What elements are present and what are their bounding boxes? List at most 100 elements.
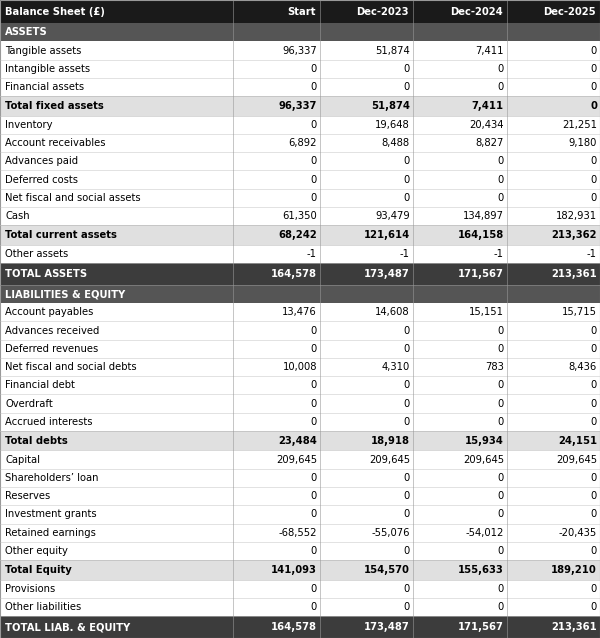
Text: -20,435: -20,435 <box>559 528 597 538</box>
Text: 0: 0 <box>404 156 410 167</box>
Text: 0: 0 <box>404 584 410 594</box>
Bar <box>0 358 600 376</box>
Text: 0: 0 <box>591 156 597 167</box>
Text: 173,487: 173,487 <box>364 622 410 632</box>
Text: 0: 0 <box>404 325 410 336</box>
Bar <box>0 598 600 616</box>
Text: 0: 0 <box>404 509 410 519</box>
Text: 18,918: 18,918 <box>371 436 410 446</box>
Text: 15,715: 15,715 <box>562 308 597 317</box>
Text: 0: 0 <box>591 64 597 74</box>
Bar <box>0 339 600 358</box>
Text: 0: 0 <box>311 417 317 427</box>
Text: Capital: Capital <box>5 455 40 464</box>
Text: 0: 0 <box>404 82 410 92</box>
Text: Reserves: Reserves <box>5 491 50 501</box>
Bar <box>0 207 600 225</box>
Text: 0: 0 <box>498 584 504 594</box>
Text: Intangible assets: Intangible assets <box>5 64 90 74</box>
Bar <box>0 78 600 96</box>
Text: 0: 0 <box>498 380 504 390</box>
Text: 121,614: 121,614 <box>364 230 410 240</box>
Text: 0: 0 <box>311 473 317 483</box>
Bar <box>0 170 600 189</box>
Text: 155,633: 155,633 <box>458 565 504 575</box>
Bar <box>0 616 600 638</box>
Text: 0: 0 <box>591 473 597 483</box>
Text: 0: 0 <box>404 399 410 408</box>
Text: Advances received: Advances received <box>5 325 100 336</box>
Text: 213,361: 213,361 <box>551 269 597 279</box>
Text: Retained earnings: Retained earnings <box>5 528 96 538</box>
Text: 0: 0 <box>591 380 597 390</box>
Text: 189,210: 189,210 <box>551 565 597 575</box>
Text: Balance Sheet (£): Balance Sheet (£) <box>5 6 105 17</box>
Text: 0: 0 <box>311 64 317 74</box>
Text: 0: 0 <box>498 509 504 519</box>
Text: Overdraft: Overdraft <box>5 399 53 408</box>
Text: 61,350: 61,350 <box>282 211 317 221</box>
Text: Other liabilities: Other liabilities <box>5 602 81 612</box>
Bar <box>0 60 600 78</box>
Text: 4,310: 4,310 <box>382 362 410 372</box>
Bar <box>0 189 600 207</box>
Text: 164,578: 164,578 <box>271 269 317 279</box>
Text: 0: 0 <box>498 602 504 612</box>
Text: 8,436: 8,436 <box>569 362 597 372</box>
Text: 0: 0 <box>498 491 504 501</box>
Text: 209,645: 209,645 <box>276 455 317 464</box>
Text: 0: 0 <box>404 546 410 556</box>
Text: 0: 0 <box>590 101 597 111</box>
Text: 0: 0 <box>498 175 504 184</box>
Bar <box>0 524 600 542</box>
Text: 51,874: 51,874 <box>375 45 410 56</box>
Text: Provisions: Provisions <box>5 584 55 594</box>
Text: 0: 0 <box>498 399 504 408</box>
Text: 0: 0 <box>498 417 504 427</box>
Text: Total fixed assets: Total fixed assets <box>5 101 104 111</box>
Text: 0: 0 <box>404 193 410 203</box>
Text: 0: 0 <box>591 344 597 354</box>
Text: TOTAL LIAB. & EQUITY: TOTAL LIAB. & EQUITY <box>5 622 130 632</box>
Text: 141,093: 141,093 <box>271 565 317 575</box>
Text: 0: 0 <box>311 344 317 354</box>
Bar <box>0 134 600 152</box>
Bar <box>0 376 600 394</box>
Bar <box>0 115 600 134</box>
Text: Account receivables: Account receivables <box>5 138 106 148</box>
Text: 9,180: 9,180 <box>569 138 597 148</box>
Text: TOTAL ASSETS: TOTAL ASSETS <box>5 269 87 279</box>
Text: 14,608: 14,608 <box>376 308 410 317</box>
Text: 0: 0 <box>404 417 410 427</box>
Text: 0: 0 <box>311 156 317 167</box>
Text: 209,645: 209,645 <box>369 455 410 464</box>
Text: Financial assets: Financial assets <box>5 82 84 92</box>
Text: 0: 0 <box>311 175 317 184</box>
Bar <box>0 152 600 170</box>
Text: -1: -1 <box>400 249 410 259</box>
Text: 0: 0 <box>498 82 504 92</box>
Bar <box>0 285 600 303</box>
Text: 134,897: 134,897 <box>463 211 504 221</box>
Text: 0: 0 <box>311 399 317 408</box>
Text: 0: 0 <box>311 584 317 594</box>
Text: 7,411: 7,411 <box>472 101 504 111</box>
Text: 0: 0 <box>404 344 410 354</box>
Text: 0: 0 <box>404 64 410 74</box>
Text: 0: 0 <box>311 120 317 130</box>
Text: Start: Start <box>287 6 316 17</box>
Bar <box>0 245 600 263</box>
Text: 7,411: 7,411 <box>476 45 504 56</box>
Text: 13,476: 13,476 <box>282 308 317 317</box>
Text: 0: 0 <box>591 399 597 408</box>
Text: 0: 0 <box>404 473 410 483</box>
Text: 0: 0 <box>591 325 597 336</box>
Text: ASSETS: ASSETS <box>5 27 48 37</box>
Text: Inventory: Inventory <box>5 120 53 130</box>
Text: 15,151: 15,151 <box>469 308 504 317</box>
Text: -55,076: -55,076 <box>371 528 410 538</box>
Bar <box>0 579 600 598</box>
Text: Other assets: Other assets <box>5 249 68 259</box>
Text: 0: 0 <box>591 491 597 501</box>
Text: Total debts: Total debts <box>5 436 68 446</box>
